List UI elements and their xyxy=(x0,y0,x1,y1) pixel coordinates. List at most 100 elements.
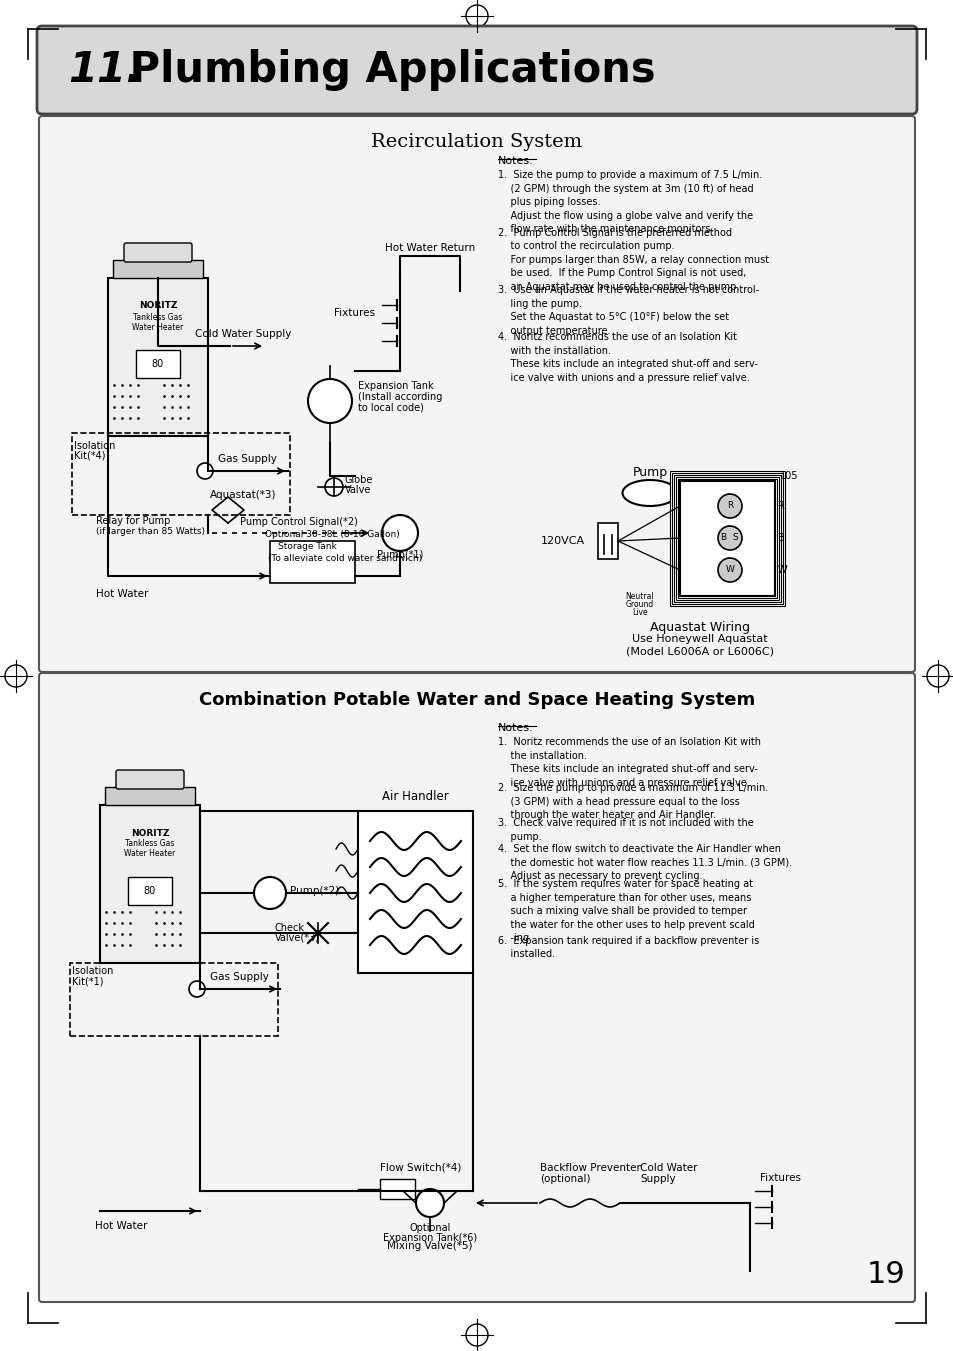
Text: 4.  Set the flow switch to deactivate the Air Handler when
    the domestic hot : 4. Set the flow switch to deactivate the… xyxy=(497,843,791,881)
Text: R: R xyxy=(778,501,784,511)
Text: Gas Supply: Gas Supply xyxy=(218,454,276,463)
Text: (optional): (optional) xyxy=(539,1174,590,1183)
Text: to local code): to local code) xyxy=(357,403,423,413)
Text: Backflow Preventer: Backflow Preventer xyxy=(539,1163,640,1173)
Text: Live: Live xyxy=(632,608,647,617)
Text: NORITZ: NORITZ xyxy=(139,301,177,311)
Text: Use Honeywell Aquastat: Use Honeywell Aquastat xyxy=(632,634,767,644)
Text: 2.  Pump Control Signal is the preferred method
    to control the recirculation: 2. Pump Control Signal is the preferred … xyxy=(497,227,768,292)
Circle shape xyxy=(253,877,286,909)
Circle shape xyxy=(718,558,741,582)
Text: 2.  Size the pump to provide a maximum of 11.3 L/min.
    (3 GPM) with a head pr: 2. Size the pump to provide a maximum of… xyxy=(497,784,767,820)
Text: Pump(*2): Pump(*2) xyxy=(290,886,339,896)
Text: 6.  Expansion tank required if a backflow preventer is
    installed.: 6. Expansion tank required if a backflow… xyxy=(497,935,759,959)
Circle shape xyxy=(416,1189,443,1217)
Bar xyxy=(673,476,781,603)
Circle shape xyxy=(718,526,741,550)
Text: Tankless Gas: Tankless Gas xyxy=(125,839,174,848)
Text: Expansion Tank: Expansion Tank xyxy=(357,381,434,390)
FancyBboxPatch shape xyxy=(39,116,914,671)
Bar xyxy=(669,471,784,607)
Text: Kit(*4): Kit(*4) xyxy=(74,451,106,461)
Text: Hot Water: Hot Water xyxy=(96,589,149,598)
Text: 19: 19 xyxy=(865,1260,904,1289)
Circle shape xyxy=(189,981,205,997)
Text: (if larger than 85 Watts): (if larger than 85 Watts) xyxy=(96,527,205,536)
Text: 11.: 11. xyxy=(68,49,142,91)
Text: NORITZ: NORITZ xyxy=(131,828,169,838)
Text: Recirculation System: Recirculation System xyxy=(371,132,582,151)
Text: Relay for Pump: Relay for Pump xyxy=(96,516,171,526)
Text: 1.  Noritz recommends the use of an Isolation Kit with
    the installation.
   : 1. Noritz recommends the use of an Isola… xyxy=(497,738,760,788)
Text: W: W xyxy=(725,566,734,574)
Text: Expansion Tank(*6): Expansion Tank(*6) xyxy=(382,1233,476,1243)
Text: Notes:: Notes: xyxy=(497,155,533,166)
Text: 5.  If the system requires water for space heating at
    a higher temperature t: 5. If the system requires water for spac… xyxy=(497,880,754,943)
Bar xyxy=(676,477,779,600)
Text: 1.  Size the pump to provide a maximum of 7.5 L/min.
    (2 GPM) through the sys: 1. Size the pump to provide a maximum of… xyxy=(497,170,761,235)
Text: Optional: Optional xyxy=(409,1223,450,1233)
Bar xyxy=(270,540,355,584)
Text: Aquastat Wiring: Aquastat Wiring xyxy=(649,621,749,634)
Text: 80: 80 xyxy=(152,359,164,369)
Bar xyxy=(598,523,618,559)
Text: Water Heater: Water Heater xyxy=(132,323,183,331)
Text: 105: 105 xyxy=(780,471,798,481)
Text: 3.  Check valve required if it is not included with the
    pump.: 3. Check valve required if it is not inc… xyxy=(497,819,753,842)
FancyBboxPatch shape xyxy=(124,243,192,262)
Circle shape xyxy=(325,478,343,496)
Circle shape xyxy=(196,463,213,480)
Bar xyxy=(112,259,203,278)
Text: Valve(*3): Valve(*3) xyxy=(274,934,319,943)
Text: B: B xyxy=(778,534,784,543)
Text: (Install according: (Install according xyxy=(357,392,442,403)
Bar xyxy=(379,1179,415,1198)
Text: Kit(*1): Kit(*1) xyxy=(71,975,103,986)
Text: Globe: Globe xyxy=(345,476,373,485)
Text: Combination Potable Water and Space Heating System: Combination Potable Water and Space Heat… xyxy=(198,690,755,709)
FancyBboxPatch shape xyxy=(39,673,914,1302)
Bar xyxy=(357,811,473,973)
Text: 120VCA: 120VCA xyxy=(540,536,584,546)
Circle shape xyxy=(381,515,417,551)
Text: Cold Water: Cold Water xyxy=(639,1163,697,1173)
FancyBboxPatch shape xyxy=(116,770,184,789)
Text: Aquastat(*3): Aquastat(*3) xyxy=(210,490,276,500)
Text: Pump(*1): Pump(*1) xyxy=(376,550,423,561)
Text: Neutral: Neutral xyxy=(625,592,654,601)
Text: Isolation: Isolation xyxy=(71,966,113,975)
Bar xyxy=(128,877,172,905)
Text: Ground: Ground xyxy=(625,600,654,609)
Text: Air Handler: Air Handler xyxy=(381,790,448,802)
Bar xyxy=(136,350,180,378)
Text: Cold Water Supply: Cold Water Supply xyxy=(194,330,291,339)
Text: Pump Control Signal(*2): Pump Control Signal(*2) xyxy=(240,517,357,527)
Bar xyxy=(105,788,194,805)
Text: 80: 80 xyxy=(144,886,156,896)
Text: 4.  Noritz recommends the use of an Isolation Kit
    with the installation.
   : 4. Noritz recommends the use of an Isola… xyxy=(497,332,758,382)
Text: Water Heater: Water Heater xyxy=(124,850,175,858)
Text: W: W xyxy=(778,565,787,576)
Text: Hot Water Return: Hot Water Return xyxy=(384,243,475,253)
Text: Hot Water: Hot Water xyxy=(95,1221,147,1231)
FancyBboxPatch shape xyxy=(37,26,916,113)
Ellipse shape xyxy=(622,480,677,507)
Text: Flow Switch(*4): Flow Switch(*4) xyxy=(379,1163,461,1173)
Text: Pump: Pump xyxy=(632,466,667,480)
Text: Tankless Gas: Tankless Gas xyxy=(133,312,182,322)
Text: Check: Check xyxy=(274,923,305,934)
Text: Storage Tank: Storage Tank xyxy=(277,542,336,551)
Text: Supply: Supply xyxy=(639,1174,675,1183)
Text: Mixing Valve(*5): Mixing Valve(*5) xyxy=(387,1242,473,1251)
Bar xyxy=(108,278,208,436)
Text: 3.  Use an Aquastat if the water heater is not control-
    ling the pump.
    S: 3. Use an Aquastat if the water heater i… xyxy=(497,285,759,336)
Text: Fixtures: Fixtures xyxy=(334,308,375,317)
Text: Plumbing Applications: Plumbing Applications xyxy=(115,49,655,91)
Text: Optional 30-38L (8-10 Gallon): Optional 30-38L (8-10 Gallon) xyxy=(265,530,399,539)
Bar xyxy=(679,481,774,596)
Text: (To alleviate cold water sandwich): (To alleviate cold water sandwich) xyxy=(268,554,421,563)
Text: Notes:: Notes: xyxy=(497,723,533,734)
Text: Gas Supply: Gas Supply xyxy=(210,971,269,982)
Bar xyxy=(100,805,200,963)
Bar xyxy=(678,480,776,598)
